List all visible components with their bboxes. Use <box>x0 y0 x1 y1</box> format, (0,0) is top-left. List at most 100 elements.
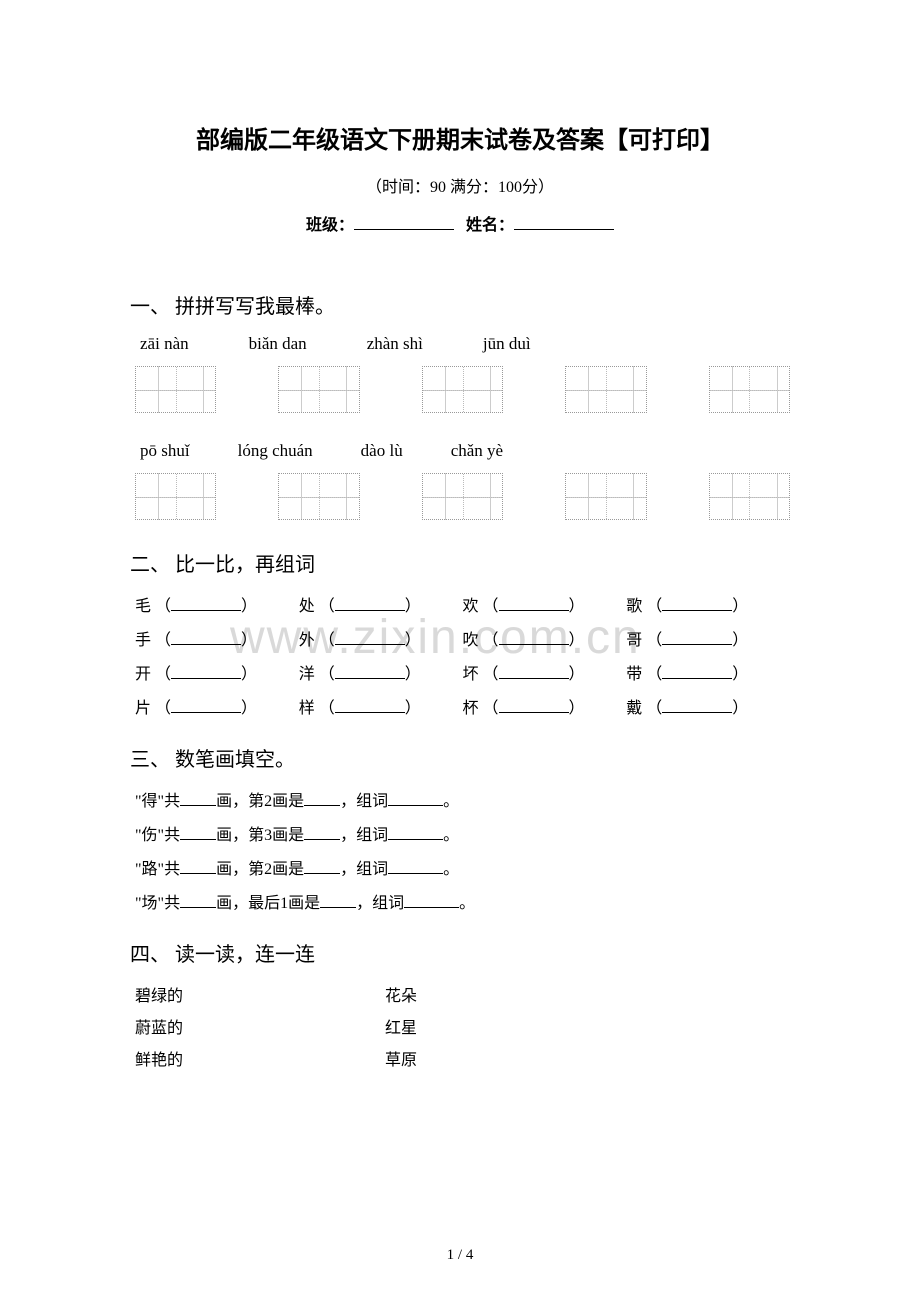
match-right: 红星 <box>385 1014 790 1038</box>
word-blank[interactable] <box>335 665 405 679</box>
match-right: 草原 <box>385 1046 790 1070</box>
text-画: 画， <box>216 793 248 810</box>
char-label: 带 <box>626 660 642 684</box>
text-共: 共 <box>164 827 180 844</box>
word-blank[interactable] <box>499 699 569 713</box>
pinyin-item: chǎn yè <box>451 441 503 461</box>
match-left: 蔚蓝的 <box>135 1014 385 1038</box>
char-label: 手 <box>135 626 151 650</box>
stroke-blank[interactable] <box>388 860 443 874</box>
stroke-blank[interactable] <box>180 826 216 840</box>
text-共: 共 <box>164 895 180 912</box>
page-title: 部编版二年级语文下册期末试卷及答案【可打印】 <box>130 120 790 155</box>
name-blank[interactable] <box>514 216 614 230</box>
text-共: 共 <box>164 861 180 878</box>
word-blank[interactable] <box>335 597 405 611</box>
stroke-blank[interactable] <box>404 894 459 908</box>
writing-grid-row-1 <box>135 366 790 413</box>
word-blank[interactable] <box>662 631 732 645</box>
word-blank[interactable] <box>499 665 569 679</box>
word-blank[interactable] <box>171 631 241 645</box>
stroke-suffix: ，组词 <box>340 827 388 844</box>
name-label: 姓名： <box>466 217 514 234</box>
word-blank[interactable] <box>499 631 569 645</box>
pinyin-item: lóng chuán <box>238 441 313 461</box>
stroke-blank[interactable] <box>388 826 443 840</box>
text-画: 画， <box>216 827 248 844</box>
char-label: 戴 <box>626 694 642 718</box>
writing-grid-box[interactable] <box>565 366 646 413</box>
writing-grid-box[interactable] <box>709 366 790 413</box>
class-blank[interactable] <box>354 216 454 230</box>
stroke-suffix: ，组词 <box>340 861 388 878</box>
text-画: 画， <box>216 861 248 878</box>
writing-grid-row-2 <box>135 473 790 520</box>
pinyin-item: pō shuǐ <box>140 441 190 461</box>
exam-time-info: （时间：90 满分：100分） <box>130 173 790 197</box>
match-left: 碧绿的 <box>135 982 385 1006</box>
pinyin-item: zhàn shì <box>367 334 423 354</box>
char-label: 样 <box>299 694 315 718</box>
match-row: 碧绿的 花朵 <box>135 982 790 1006</box>
stroke-char: 路 <box>142 861 158 878</box>
word-blank[interactable] <box>171 665 241 679</box>
stroke-blank[interactable] <box>304 792 340 806</box>
word-blank[interactable] <box>171 597 241 611</box>
page-number: 1 / 4 <box>0 1247 920 1264</box>
stroke-desc: 最后1画是 <box>248 895 320 912</box>
stroke-desc: 第2画是 <box>248 793 304 810</box>
stroke-blank[interactable] <box>388 792 443 806</box>
text-共: 共 <box>164 793 180 810</box>
pinyin-item: biǎn dan <box>249 334 307 354</box>
stroke-line: "得"共画，第2画是，组词。 <box>135 787 790 811</box>
section-2-header: 二、 比一比，再组词 <box>130 548 790 577</box>
class-label: 班级： <box>306 217 354 234</box>
stroke-blank[interactable] <box>180 894 216 908</box>
word-blank[interactable] <box>662 665 732 679</box>
word-blank[interactable] <box>171 699 241 713</box>
stroke-suffix: ，组词 <box>340 793 388 810</box>
char-label: 毛 <box>135 592 151 616</box>
writing-grid-box[interactable] <box>709 473 790 520</box>
pinyin-item: zāi nàn <box>140 334 189 354</box>
match-row: 鲜艳的 草原 <box>135 1046 790 1070</box>
stroke-char: 伤 <box>142 827 158 844</box>
stroke-blank[interactable] <box>180 860 216 874</box>
word-blank[interactable] <box>662 699 732 713</box>
word-row: 手（） 外（） 吹（） 哥（） <box>135 626 790 650</box>
stroke-line: "场"共画，最后1画是，组词。 <box>135 889 790 913</box>
writing-grid-box[interactable] <box>422 366 503 413</box>
pinyin-row-1: zāi nàn biǎn dan zhàn shì jūn duì <box>140 334 790 354</box>
stroke-line: "路"共画，第2画是，组词。 <box>135 855 790 879</box>
stroke-char: 得 <box>142 793 158 810</box>
stroke-blank[interactable] <box>304 826 340 840</box>
char-label: 歌 <box>626 592 642 616</box>
pinyin-row-2: pō shuǐ lóng chuán dào lù chǎn yè <box>140 441 790 461</box>
writing-grid-box[interactable] <box>565 473 646 520</box>
char-label: 处 <box>299 592 315 616</box>
match-right: 花朵 <box>385 982 790 1006</box>
writing-grid-box[interactable] <box>278 473 359 520</box>
char-label: 哥 <box>626 626 642 650</box>
writing-grid-box[interactable] <box>422 473 503 520</box>
text-画: 画， <box>216 895 248 912</box>
char-label: 外 <box>299 626 315 650</box>
word-row: 毛（） 处（） 欢（） 歌（） <box>135 592 790 616</box>
writing-grid-box[interactable] <box>278 366 359 413</box>
word-blank[interactable] <box>335 699 405 713</box>
word-blank[interactable] <box>662 597 732 611</box>
stroke-blank[interactable] <box>320 894 356 908</box>
stroke-line: "伤"共画，第3画是，组词。 <box>135 821 790 845</box>
writing-grid-box[interactable] <box>135 366 216 413</box>
writing-grid-box[interactable] <box>135 473 216 520</box>
match-left: 鲜艳的 <box>135 1046 385 1070</box>
stroke-blank[interactable] <box>304 860 340 874</box>
stroke-blank[interactable] <box>180 792 216 806</box>
student-info-line: 班级： 姓名： <box>130 211 790 235</box>
stroke-suffix: ，组词 <box>356 895 404 912</box>
char-label: 片 <box>135 694 151 718</box>
word-blank[interactable] <box>499 597 569 611</box>
match-row: 蔚蓝的 红星 <box>135 1014 790 1038</box>
word-blank[interactable] <box>335 631 405 645</box>
section-4-header: 四、 读一读，连一连 <box>130 938 790 967</box>
